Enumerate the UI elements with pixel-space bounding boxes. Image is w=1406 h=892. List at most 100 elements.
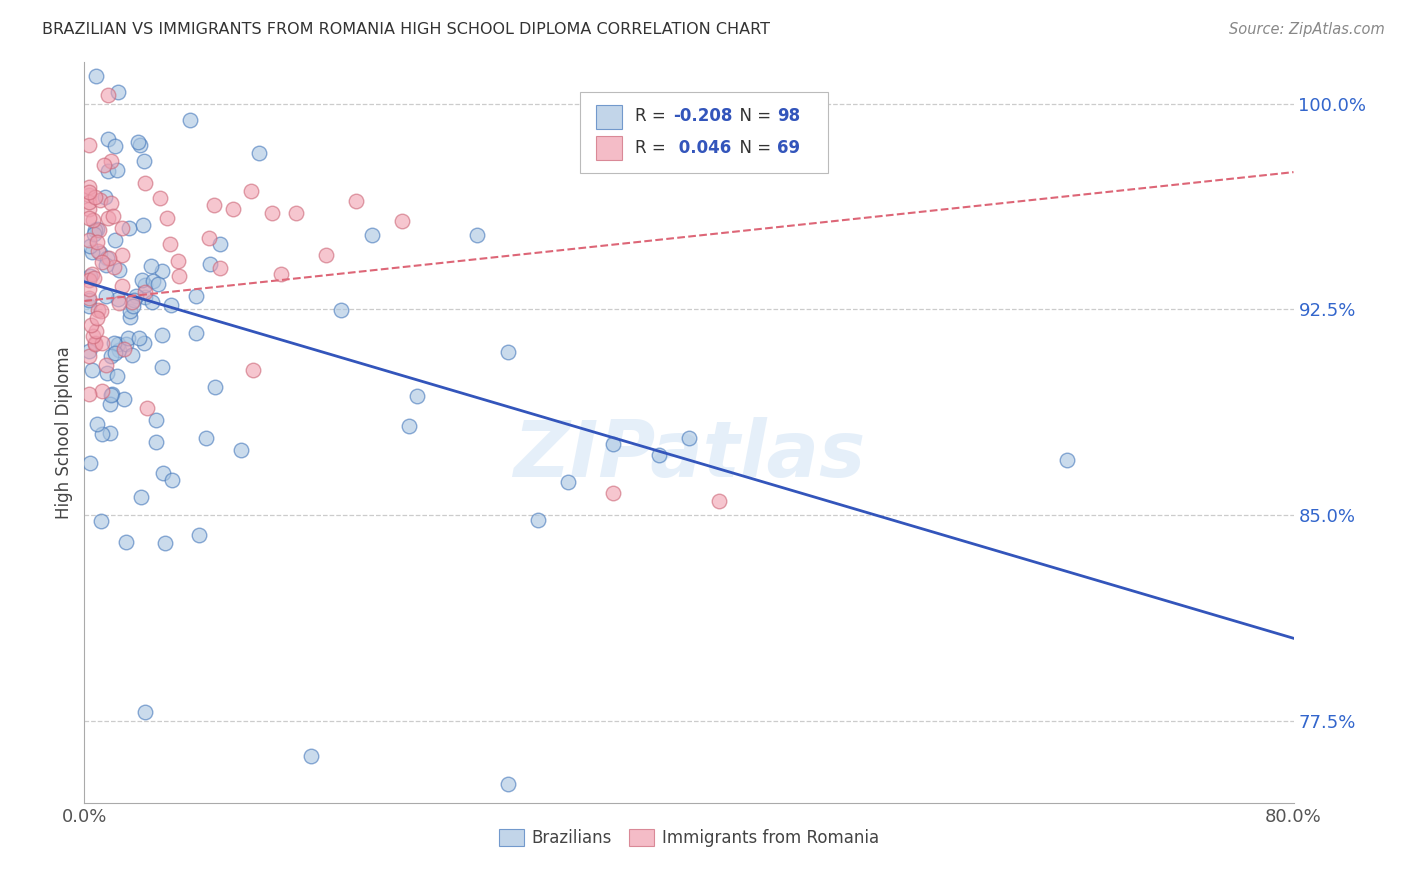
Point: [86, 222, 108, 236]
Point: [125, 289, 148, 303]
Point: [299, 749, 322, 764]
Point: [678, 431, 700, 445]
Point: [82, 329, 104, 343]
Point: [160, 298, 183, 312]
Point: [150, 264, 173, 278]
Text: R =: R =: [634, 107, 671, 125]
Point: [159, 237, 181, 252]
Point: [150, 360, 173, 375]
Point: [103, 335, 125, 350]
Point: [120, 310, 142, 325]
Point: [149, 191, 172, 205]
Point: [391, 213, 413, 227]
Point: [134, 289, 156, 303]
Point: [100, 196, 122, 211]
Point: [100, 387, 122, 401]
FancyBboxPatch shape: [581, 92, 828, 173]
Point: [97, 88, 120, 103]
Point: [77, 299, 100, 313]
Text: -0.208: -0.208: [673, 107, 733, 125]
Point: [121, 348, 143, 362]
Point: [156, 211, 179, 226]
Point: [131, 490, 153, 504]
Point: [132, 336, 155, 351]
Point: [77, 188, 100, 202]
Point: [107, 292, 129, 306]
Point: [80, 318, 103, 333]
Point: [209, 261, 232, 276]
Point: [202, 198, 225, 212]
Point: [184, 289, 207, 303]
Point: [104, 233, 127, 247]
Point: [270, 267, 292, 281]
Point: [128, 331, 150, 345]
Point: [100, 154, 122, 169]
Point: [222, 202, 245, 216]
Point: [200, 257, 222, 271]
Point: [648, 448, 671, 462]
Point: [83, 190, 105, 204]
Point: [496, 776, 519, 790]
Point: [104, 139, 127, 153]
Point: [93, 158, 115, 172]
Point: [90, 515, 112, 529]
Point: [145, 434, 167, 449]
Point: [167, 268, 190, 283]
Point: [87, 303, 110, 318]
Point: [120, 303, 142, 318]
Bar: [596, 104, 623, 129]
Point: [84, 324, 107, 338]
Point: [96, 289, 118, 303]
Point: [105, 368, 128, 383]
Bar: [596, 136, 623, 161]
Point: [132, 154, 155, 169]
Point: [602, 486, 624, 500]
Point: [112, 392, 135, 406]
Point: [96, 366, 118, 380]
Point: [97, 211, 120, 226]
Point: [129, 137, 152, 152]
Point: [146, 277, 169, 291]
Point: [86, 417, 108, 432]
Point: [122, 299, 145, 313]
Point: [141, 294, 163, 309]
Point: [83, 222, 105, 236]
Point: [107, 343, 129, 358]
Point: [100, 388, 122, 402]
Point: [98, 251, 121, 265]
Point: [111, 220, 134, 235]
Point: [141, 260, 163, 274]
Point: [557, 475, 579, 489]
Point: [79, 269, 101, 284]
Point: [79, 211, 101, 226]
Point: [134, 278, 156, 293]
Point: [204, 380, 226, 394]
Point: [160, 473, 183, 487]
Point: [184, 326, 207, 340]
Text: 0.046: 0.046: [673, 138, 731, 157]
Point: [360, 228, 382, 243]
Point: [242, 363, 264, 377]
Point: [179, 113, 201, 128]
Point: [103, 209, 125, 223]
Point: [83, 336, 105, 351]
Point: [77, 185, 100, 199]
Point: [167, 254, 190, 268]
Text: N =: N =: [728, 107, 776, 125]
Point: [115, 337, 138, 351]
Point: [398, 419, 420, 434]
Text: N =: N =: [728, 138, 776, 157]
Point: [329, 303, 352, 318]
Point: [86, 235, 108, 249]
Point: [82, 213, 104, 227]
Point: [107, 85, 129, 99]
Point: [77, 349, 100, 363]
Point: [89, 246, 111, 260]
Point: [77, 138, 100, 153]
Point: [131, 273, 153, 287]
Point: [121, 294, 143, 309]
Point: [94, 189, 117, 203]
Point: [91, 255, 114, 269]
Point: [134, 706, 156, 720]
Point: [127, 135, 149, 149]
